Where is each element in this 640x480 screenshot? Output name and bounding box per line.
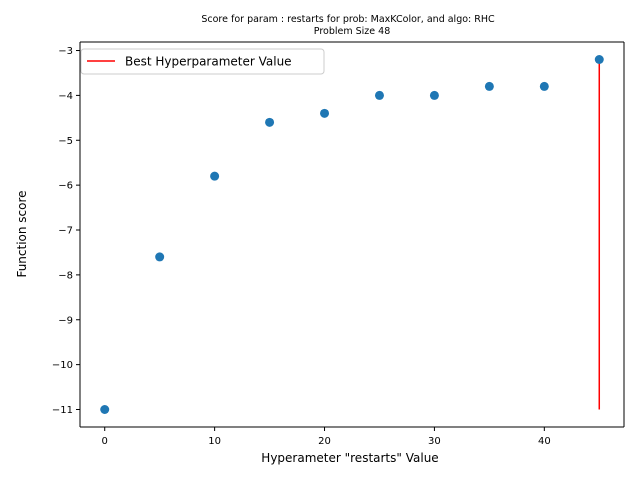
x-tick-label: 20 — [318, 436, 331, 447]
data-point — [265, 117, 275, 127]
y-axis-label: Function score — [15, 190, 29, 277]
data-point — [429, 90, 439, 100]
y-tick-label: −6 — [58, 181, 73, 192]
y-tick-label: −9 — [58, 315, 73, 326]
chart-title-line2: Problem Size 48 — [314, 26, 390, 37]
y-tick-label: −10 — [52, 360, 73, 371]
x-tick-label: 40 — [538, 436, 551, 447]
data-point — [374, 90, 384, 100]
x-axis-ticks: 0 10 20 30 40 — [102, 427, 551, 447]
x-tick-label: 10 — [208, 436, 221, 447]
plot-area — [80, 42, 624, 427]
points-layer — [100, 55, 604, 414]
y-axis-ticks: −11 −10 −9 −8 −7 −6 −5 −4 −3 — [52, 46, 80, 416]
y-tick-label: −4 — [58, 91, 73, 102]
data-point — [320, 108, 330, 118]
y-tick-label: −8 — [58, 270, 73, 281]
legend-box — [80, 48, 325, 75]
data-point — [594, 55, 604, 64]
data-point — [484, 81, 494, 91]
y-tick-label: −11 — [52, 405, 73, 416]
y-tick-label: −7 — [58, 226, 73, 237]
x-tick-label: 0 — [102, 436, 108, 447]
x-tick-label: 30 — [428, 436, 441, 447]
data-point — [155, 252, 165, 262]
data-point — [539, 81, 549, 91]
y-tick-label: −3 — [58, 46, 73, 57]
y-tick-label: −5 — [58, 136, 73, 147]
legend: Best Hyperparameter Value — [80, 48, 325, 75]
legend-label: Best Hyperparameter Value — [125, 55, 292, 69]
chart-title-line1: Score for param : restarts for prob: Max… — [201, 14, 495, 25]
x-axis-label: Hyperameter "restarts" Value — [261, 451, 438, 465]
data-point — [210, 171, 220, 181]
data-point — [100, 405, 110, 414]
